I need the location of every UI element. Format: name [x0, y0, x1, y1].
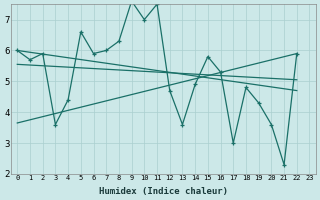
X-axis label: Humidex (Indice chaleur): Humidex (Indice chaleur): [99, 187, 228, 196]
